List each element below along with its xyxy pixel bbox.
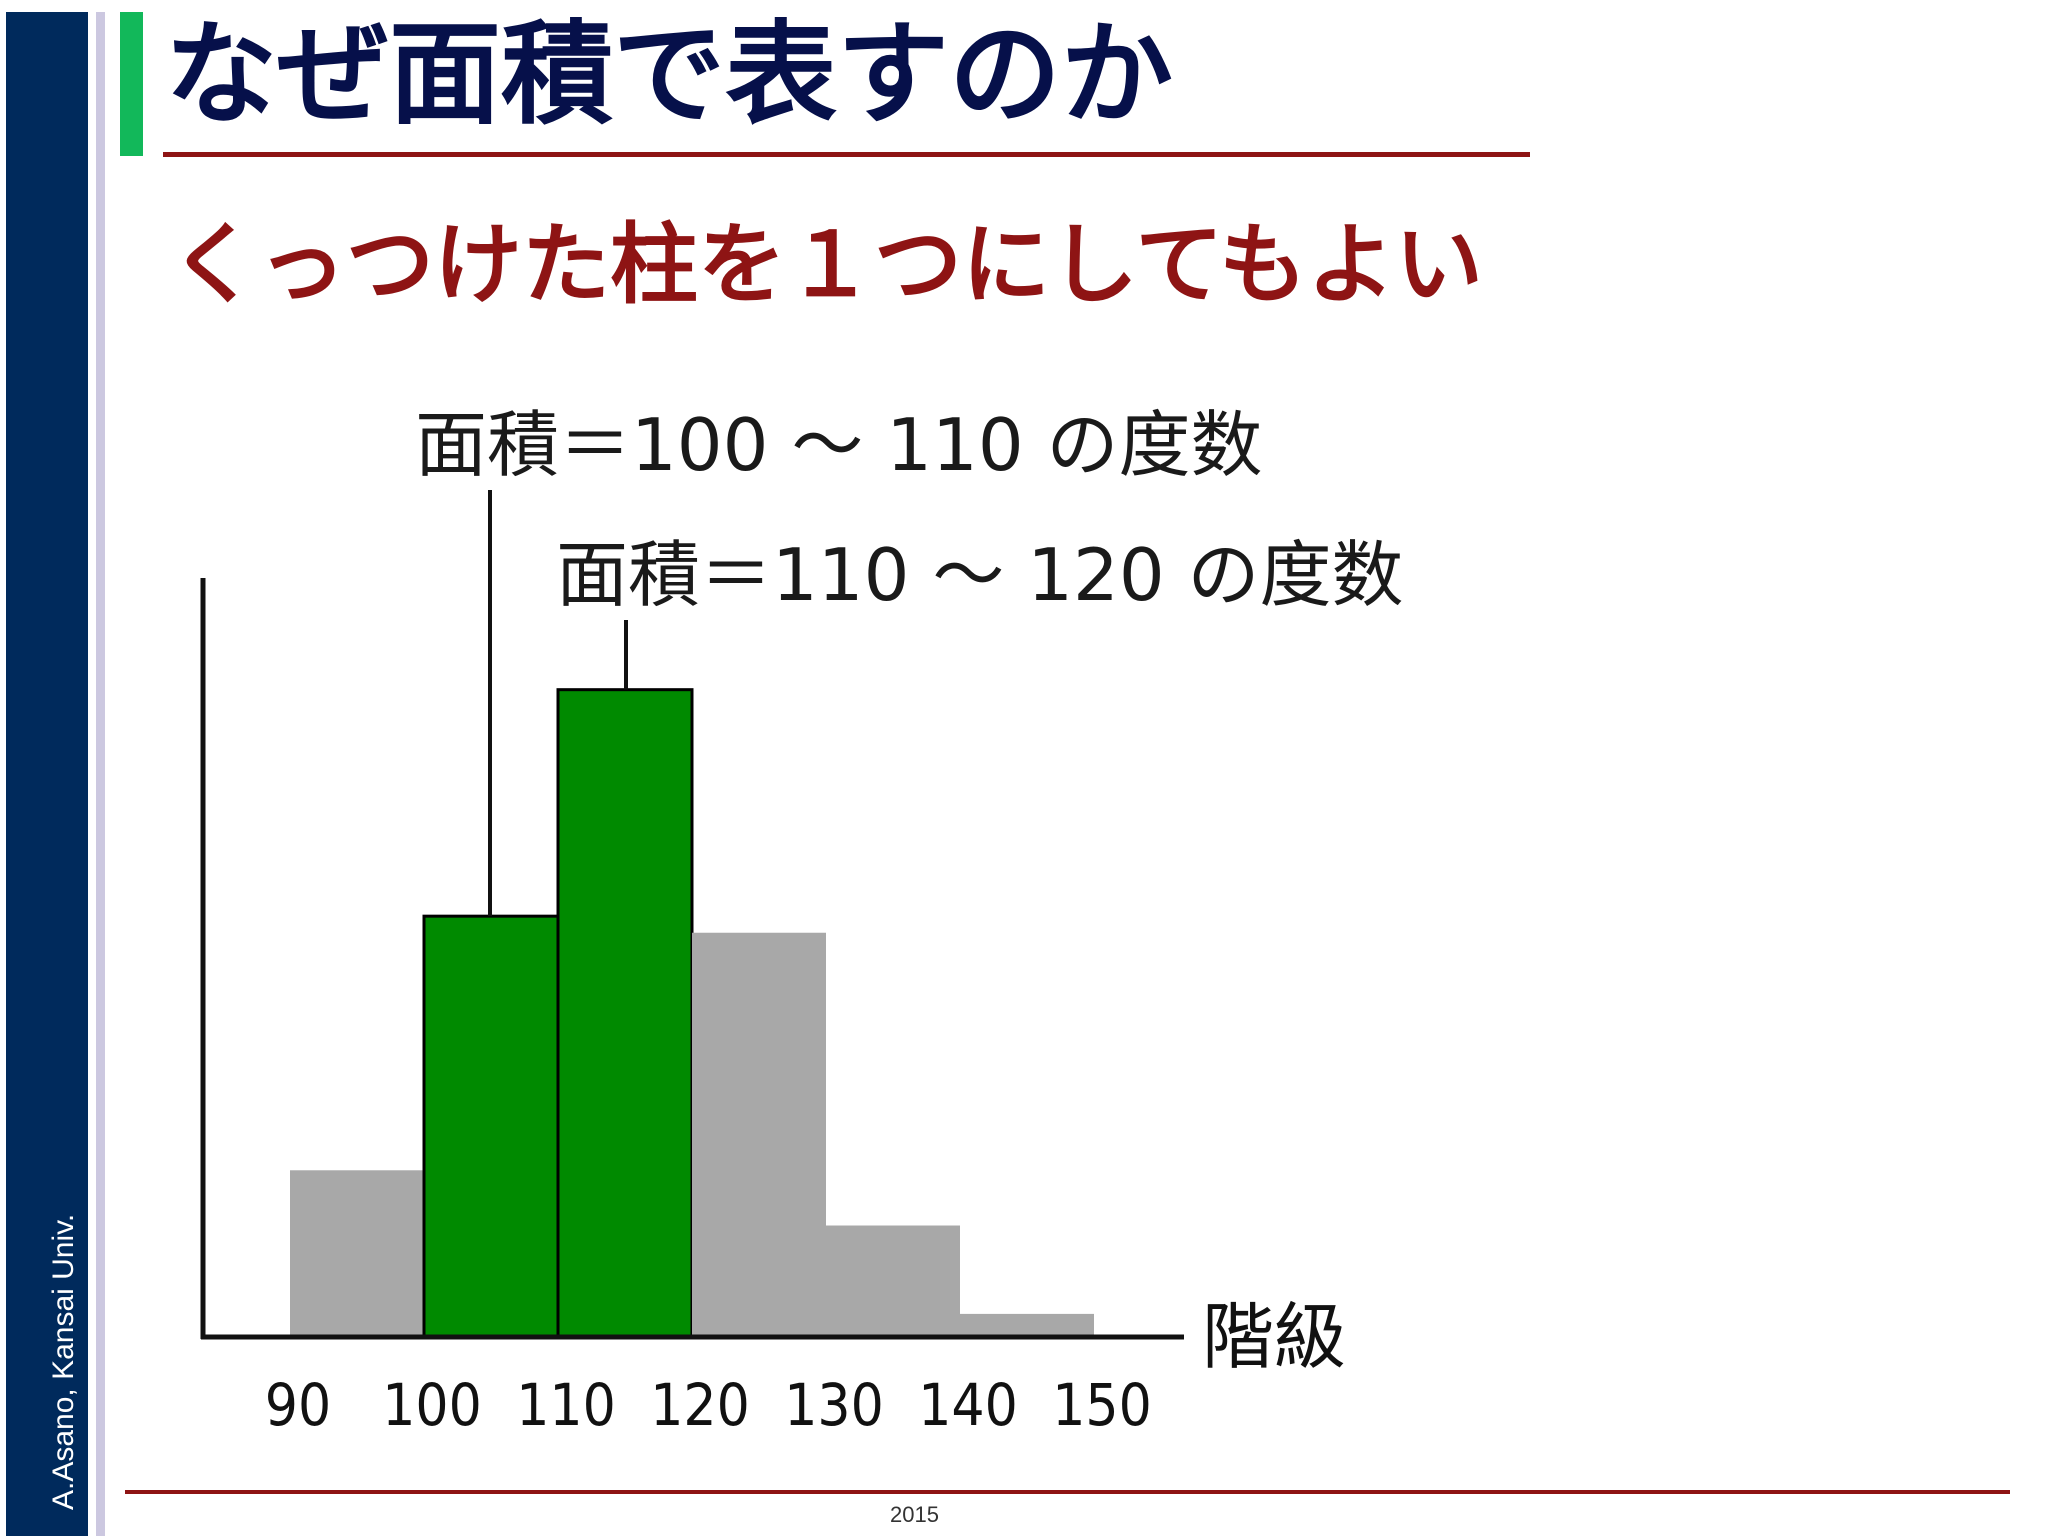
histogram-bar (692, 932, 826, 1336)
histogram-bar (960, 1313, 1094, 1336)
annotation-label: 面積＝100 〜 110 の度数 (415, 403, 1263, 487)
title-divider (163, 152, 1530, 157)
footer-divider (125, 1490, 2010, 1494)
annotation-label: 面積＝110 〜 120 の度数 (556, 533, 1404, 617)
footer-year: 2015 (890, 1502, 939, 1527)
x-tick-label: 120 (650, 1371, 750, 1439)
x-tick-label: 90 (265, 1371, 331, 1439)
slide-subtitle: くっつけた柱を１つにしてもよい (170, 213, 1483, 316)
histogram-bar (556, 688, 694, 1338)
x-tick-label: 110 (516, 1371, 616, 1439)
x-tick-label: 150 (1052, 1371, 1152, 1439)
x-axis-label: 階級 (1202, 1295, 1346, 1379)
slide-title: なぜ面積で表すのか (165, 10, 1173, 140)
histogram-bar (826, 1225, 960, 1336)
title-accent-bar (120, 12, 143, 156)
x-tick-label: 130 (784, 1371, 884, 1439)
histogram-bar (422, 914, 560, 1338)
sidebar (6, 12, 88, 1536)
sidebar-stripe (96, 12, 105, 1536)
x-tick-label: 100 (382, 1371, 482, 1439)
histogram-bar (290, 1170, 424, 1336)
x-tick-label: 140 (918, 1371, 1018, 1439)
